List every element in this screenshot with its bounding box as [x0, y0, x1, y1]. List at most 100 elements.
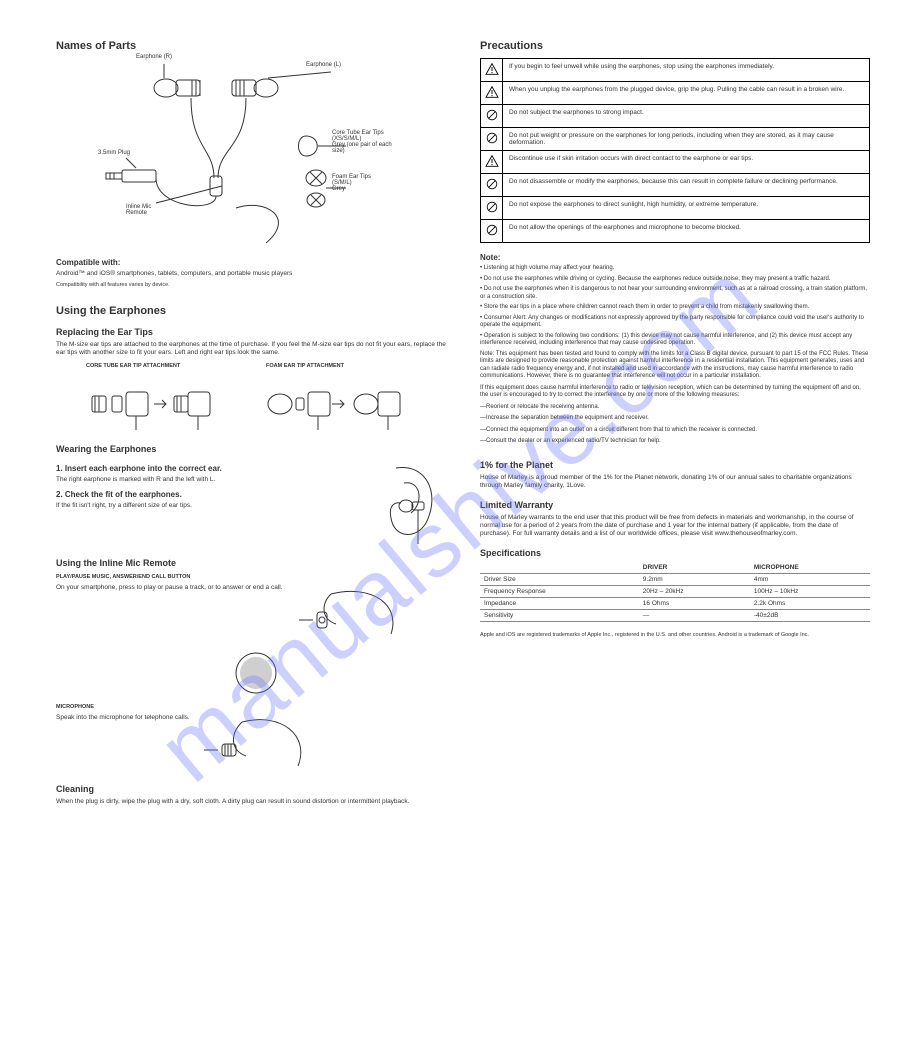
spec-row: Sensitivity—-40±2dB: [480, 610, 870, 622]
step1-text: The right earphone is marked with R and …: [56, 476, 358, 484]
wearing-heading: Wearing the Earphones: [56, 444, 456, 454]
label-coretube: Core Tube Ear Tips (XS/S/M/L) Grey (one …: [332, 130, 392, 154]
precaution-row: Do not allow the openings of the earphon…: [481, 220, 870, 243]
prohibit-icon: [481, 174, 503, 197]
precaution-row: When you unplug the earphones from the p…: [481, 82, 870, 105]
step2-text: If the fit isn't right, try a different …: [56, 502, 358, 510]
replace-heading: Replacing the Ear Tips: [56, 327, 456, 337]
playpause-heading: PLAY/PAUSE MUSIC, ANSWER/END CALL BUTTON: [56, 574, 456, 580]
playpause-text: On your smartphone, press to play or pau…: [56, 584, 283, 640]
cleaning-text: When the plug is dirty, wipe the plug wi…: [56, 798, 456, 806]
onepct-text: House of Marley is a proud member of the…: [480, 474, 870, 490]
spec-cell: 4mm: [750, 574, 870, 586]
prohibit-icon: [481, 220, 503, 243]
prohibit-icon: [481, 105, 503, 128]
remote-hand-figure: [291, 584, 401, 644]
label-foam: Foam Ear Tips (S/M/L) Grey: [332, 174, 392, 192]
spec-row: Impedance16 Ohms2.2k Ohms: [480, 598, 870, 610]
parts-heading: Names of Parts: [56, 40, 456, 52]
prohibit-icon: [481, 197, 503, 220]
warranty-heading: Limited Warranty: [480, 500, 870, 510]
hero-figure: Earphone (R) Earphone (L) Core Tube Ear …: [96, 58, 376, 248]
fcc-measure: —Consult the dealer or an experienced ra…: [480, 438, 870, 446]
fcc-measure: —Reorient or relocate the receiving ante…: [480, 404, 870, 412]
foam-attach-heading: FOAM EAR TIP ATTACHMENT: [266, 363, 426, 370]
eartip-figures: CORE TUBE EAR TIP ATTACHMENT: [86, 363, 456, 434]
spec-cell: Sensitivity: [480, 610, 639, 622]
precaution-row: If you begin to feel unwell while using …: [481, 59, 870, 82]
spec-cell: 9.2mm: [639, 574, 750, 586]
precaution-text: Discontinue use if skin irritation occur…: [503, 151, 870, 174]
label-earphone-l: Earphone (L): [306, 62, 341, 68]
note-item: • Operation is subject to the following …: [480, 333, 870, 348]
mic-text: Speak into the microphone for telephone …: [56, 714, 190, 770]
mic-hand-figure: [198, 714, 308, 774]
note-item: • Do not use the earphones while driving…: [480, 276, 870, 284]
step2-heading: 2. Check the fit of the earphones.: [56, 490, 358, 499]
warranty-text: House of Marley warrants to the end user…: [480, 514, 870, 538]
precaution-row: Do not subject the earphones to strong i…: [481, 105, 870, 128]
spec-cell: Impedance: [480, 598, 639, 610]
label-earphone-r: Earphone (R): [136, 54, 172, 60]
note-item: • Listening at high volume may affect yo…: [480, 265, 870, 273]
precaution-row: Discontinue use if skin irritation occur…: [481, 151, 870, 174]
right-column: Precautions If you begin to feel unwell …: [480, 40, 870, 643]
precaution-row: Do not expose the earphones to direct su…: [481, 197, 870, 220]
step1-heading: 1. Insert each earphone into the correct…: [56, 464, 358, 473]
spec-col-header: [480, 562, 639, 574]
precaution-text: Do not put weight or pressure on the ear…: [503, 128, 870, 151]
using-heading: Using the Earphones: [56, 305, 456, 317]
warning-icon: [481, 151, 503, 174]
left-column: Names of Parts: [56, 40, 456, 810]
precaution-text: When you unplug the earphones from the p…: [503, 82, 870, 105]
compat-text: Android™ and iOS® smartphones, tablets, …: [56, 270, 456, 278]
ear-figure: [366, 458, 456, 548]
precautions-table: If you begin to feel unwell while using …: [480, 58, 870, 243]
fcc-measure: —Increase the separation between the equ…: [480, 415, 870, 423]
compat-heading: Compatible with:: [56, 258, 456, 267]
note-item: • Store the ear tips in a place where ch…: [480, 304, 870, 312]
spec-cell: Driver Size: [480, 574, 639, 586]
spec-cell: 2.2k Ohms: [750, 598, 870, 610]
precaution-row: Do not put weight or pressure on the ear…: [481, 128, 870, 151]
spec-table: DRIVERMICROPHONE Driver Size9.2mm4mmFreq…: [480, 562, 870, 622]
spec-cell: —: [639, 610, 750, 622]
spec-col-header: MICROPHONE: [750, 562, 870, 574]
warning-icon: [481, 82, 503, 105]
note-heading: Note:: [480, 253, 870, 262]
spec-row: Driver Size9.2mm4mm: [480, 574, 870, 586]
fcc-measure: —Connect the equipment into an outlet on…: [480, 427, 870, 435]
note-item: • Do not use the earphones when it is da…: [480, 286, 870, 301]
spec-cell: Frequency Response: [480, 586, 639, 598]
cleaning-heading: Cleaning: [56, 784, 456, 794]
note-list: • Listening at high volume may affect yo…: [480, 265, 870, 348]
note-item: • Consumer Alert: Any changes or modific…: [480, 315, 870, 330]
spec-cell: -40±2dB: [750, 610, 870, 622]
label-plug: 3.5mm Plug: [98, 150, 130, 156]
trademark-text: Apple and iOS are registered trademarks …: [480, 632, 870, 639]
onepct-heading: 1% for the Planet: [480, 460, 870, 470]
spec-cell: 16 Ohms: [639, 598, 750, 610]
remote-heading: Using the Inline Mic Remote: [56, 558, 456, 568]
prohibit-icon: [481, 128, 503, 151]
spec-cell: 100Hz – 10kHz: [750, 586, 870, 598]
spec-heading: Specifications: [480, 548, 870, 558]
fcc-list: —Reorient or relocate the receiving ante…: [480, 404, 870, 446]
replace-text: The M-size ear tips are attached to the …: [56, 341, 456, 357]
spec-cell: 20Hz – 20kHz: [639, 586, 750, 598]
compat-note: Compatibility with all features varies b…: [56, 282, 456, 289]
button-closeup: [56, 650, 456, 698]
mic-heading: MICROPHONE: [56, 704, 456, 710]
precaution-text: Do not subject the earphones to strong i…: [503, 105, 870, 128]
precaution-row: Do not disassemble or modify the earphon…: [481, 174, 870, 197]
precaution-text: Do not expose the earphones to direct su…: [503, 197, 870, 220]
warning-icon: [481, 59, 503, 82]
precaution-text: Do not disassemble or modify the earphon…: [503, 174, 870, 197]
core-attach-heading: CORE TUBE EAR TIP ATTACHMENT: [86, 363, 236, 370]
fcc-p2: If this equipment does cause harmful int…: [480, 385, 870, 400]
fcc-p1: Note: This equipment has been tested and…: [480, 351, 870, 381]
precaution-text: Do not allow the openings of the earphon…: [503, 220, 870, 243]
precautions-heading: Precautions: [480, 40, 870, 52]
spec-col-header: DRIVER: [639, 562, 750, 574]
spec-row: Frequency Response20Hz – 20kHz100Hz – 10…: [480, 586, 870, 598]
